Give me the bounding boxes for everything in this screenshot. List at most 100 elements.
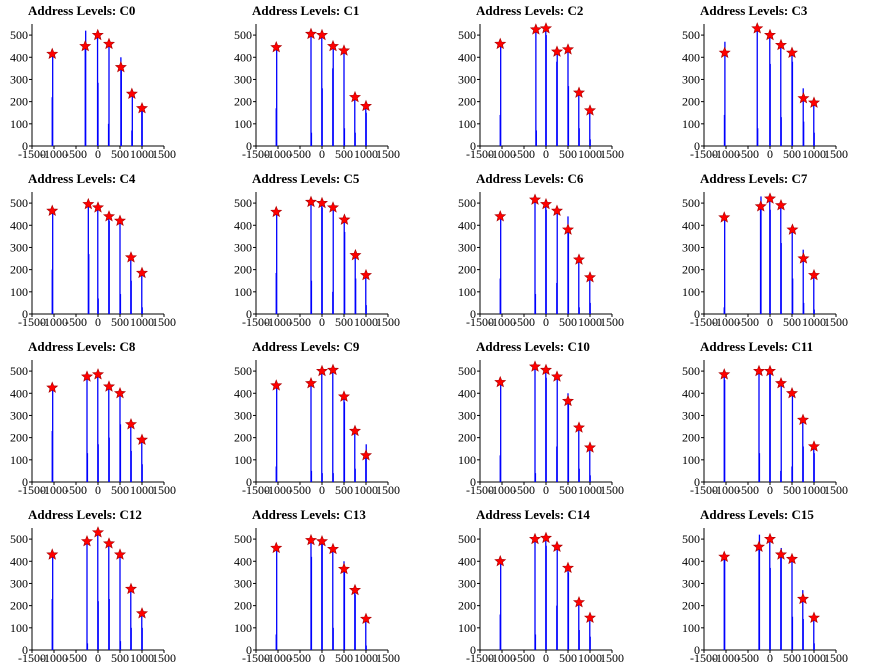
x-tick-label: 500: [559, 315, 577, 329]
x-tick-label: 0: [95, 147, 101, 161]
x-tick-label: 0: [319, 147, 325, 161]
x-tick-label: 1500: [824, 147, 848, 161]
peak-marker: [337, 390, 351, 402]
x-tick-label: -1000: [488, 147, 516, 161]
chart-title: Address Levels: C14: [476, 507, 590, 522]
y-tick-label: 200: [10, 263, 28, 277]
peak-marker: [763, 192, 777, 204]
y-tick-label: 500: [682, 364, 700, 378]
y-tick-label: 400: [234, 554, 252, 568]
y-tick-label: 200: [234, 95, 252, 109]
peak-marker: [315, 534, 329, 547]
y-tick-label: 400: [682, 50, 700, 64]
y-tick-label: 300: [10, 576, 28, 590]
y-tick-label: 400: [10, 554, 28, 568]
y-tick-label: 0: [470, 643, 476, 657]
x-tick-label: 0: [543, 483, 549, 497]
peak-marker: [539, 531, 553, 544]
x-tick-label: 1000: [130, 483, 154, 497]
x-tick-label: 1500: [824, 315, 848, 329]
y-tick-label: 100: [234, 621, 252, 635]
chart-panel: Address Levels: C14 0 100 200 300 400 500 -1500…: [448, 504, 672, 672]
y-tick-label: 100: [10, 621, 28, 635]
peak-marker: [91, 368, 105, 380]
x-tick-label: 0: [543, 315, 549, 329]
peak-marker: [797, 252, 810, 264]
peak-marker: [751, 22, 764, 34]
peak-marker: [539, 197, 553, 210]
y-tick-label: 400: [458, 554, 476, 568]
peak-marker: [539, 363, 553, 376]
peak-marker: [270, 541, 283, 554]
peak-marker: [763, 532, 777, 545]
y-tick-label: 200: [458, 431, 476, 445]
chart-title: Address Levels: C0: [28, 3, 136, 18]
y-tick-label: 300: [682, 72, 700, 86]
x-tick-label: 1000: [802, 315, 826, 329]
peak-marker: [338, 213, 351, 225]
x-tick-label: 0: [543, 147, 549, 161]
peak-marker: [786, 223, 799, 235]
peak-marker: [763, 28, 777, 41]
y-tick-label: 100: [682, 117, 700, 131]
x-tick-label: 1000: [802, 147, 826, 161]
peak-marker: [124, 582, 138, 595]
y-tick-label: 400: [682, 218, 700, 232]
y-tick-label: 100: [458, 621, 476, 635]
x-tick-label: 1000: [354, 315, 378, 329]
y-tick-label: 500: [234, 196, 252, 210]
peak-marker: [754, 200, 767, 212]
x-tick-label: 1000: [578, 147, 602, 161]
peak-marker: [304, 195, 318, 208]
y-tick-label: 0: [246, 307, 252, 321]
x-tick-label: 0: [95, 315, 101, 329]
x-tick-label: 0: [319, 315, 325, 329]
x-tick-label: -500: [65, 483, 87, 497]
y-tick-label: 100: [234, 453, 252, 467]
peak-marker: [135, 433, 149, 445]
x-tick-label: 1000: [130, 147, 154, 161]
peak-marker: [572, 253, 586, 265]
x-tick-label: -1500: [466, 147, 494, 161]
peak-marker: [718, 550, 731, 562]
chart-panel: Address Levels: C1 0 100 200 300 400 500 -1500-…: [224, 0, 448, 168]
peak-marker: [337, 562, 351, 575]
x-tick-label: -1000: [40, 651, 68, 665]
x-tick-label: 1500: [152, 315, 176, 329]
x-tick-label: 500: [335, 651, 353, 665]
peak-marker: [46, 47, 59, 60]
peak-marker: [583, 441, 597, 453]
peak-marker: [774, 198, 788, 211]
peak-marker: [46, 548, 59, 560]
peak-marker: [124, 251, 138, 263]
peak-marker: [82, 197, 95, 210]
chart-panel: Address Levels: C9 0 100 200 300 400 500 -1500-…: [224, 336, 448, 504]
y-tick-label: 0: [246, 643, 252, 657]
x-tick-label: -1500: [18, 147, 46, 161]
y-tick-label: 500: [458, 532, 476, 546]
y-tick-label: 300: [682, 408, 700, 422]
y-tick-label: 400: [10, 50, 28, 64]
x-tick-label: -500: [513, 147, 535, 161]
x-tick-label: 1500: [600, 315, 624, 329]
chart-panel: Address Levels: C3 0 100 200 300 400 500 -1500-…: [672, 0, 896, 168]
peak-marker: [752, 540, 766, 552]
x-tick-label: 0: [95, 483, 101, 497]
peak-marker: [46, 381, 59, 393]
peak-marker: [774, 376, 788, 389]
chart-title: Address Levels: C5: [252, 171, 360, 186]
chart-panel: Address Levels: C0 0 100 200 300 400 500 -1500-…: [0, 0, 224, 168]
x-tick-label: -500: [289, 651, 311, 665]
peak-marker: [315, 364, 329, 377]
y-tick-label: 100: [458, 285, 476, 299]
peak-marker: [315, 196, 329, 209]
x-tick-label: -1500: [242, 651, 270, 665]
peak-marker: [125, 87, 138, 99]
x-tick-label: 0: [767, 483, 773, 497]
x-tick-label: 500: [559, 651, 577, 665]
y-tick-label: 200: [10, 431, 28, 445]
y-tick-label: 400: [682, 554, 700, 568]
y-tick-label: 500: [682, 532, 700, 546]
